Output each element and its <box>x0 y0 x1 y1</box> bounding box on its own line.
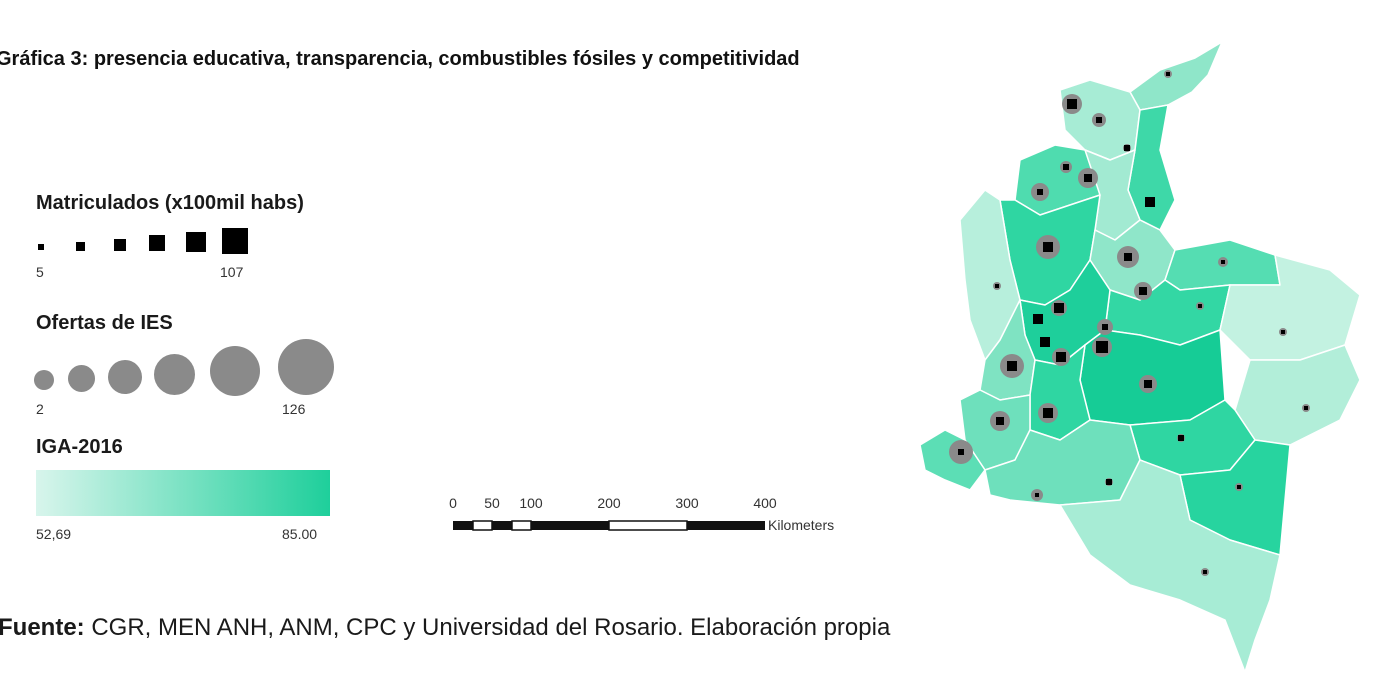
marker-enrolled <box>1198 304 1202 308</box>
legend-matriculados-title: Matriculados (x100mil habs) <box>36 192 304 214</box>
scale-tick-100: 100 <box>519 495 543 511</box>
scale-bar: 0 50 100 200 300 400 Kilometers <box>449 495 834 533</box>
legend-iga-min: 52,69 <box>36 526 72 542</box>
marker-enrolled <box>1096 117 1102 123</box>
marker-enrolled <box>1178 435 1184 441</box>
marker-enrolled <box>1144 380 1152 388</box>
legend-iga-gradient <box>36 470 330 516</box>
legend-square-5 <box>186 232 206 252</box>
marker-enrolled <box>1056 352 1066 362</box>
marker-enrolled <box>1237 485 1241 489</box>
scale-tick-300: 300 <box>675 495 699 511</box>
region-amazonas <box>1059 459 1281 673</box>
marker-enrolled <box>1084 174 1092 182</box>
scale-tick-200: 200 <box>597 495 621 511</box>
legend-square-2 <box>76 242 85 251</box>
marker-enrolled <box>1221 260 1225 264</box>
marker-enrolled <box>1203 570 1207 574</box>
region-caqueta <box>984 419 1141 506</box>
region-guainia <box>1234 344 1361 446</box>
region-la-guajira <box>1129 41 1223 111</box>
legend-square-6 <box>222 228 248 254</box>
marker-enrolled <box>1304 406 1308 410</box>
legend-circle-6 <box>278 339 334 395</box>
legend-matriculados-min: 5 <box>36 264 44 280</box>
legend-square-3 <box>114 239 126 251</box>
scale-tick-0: 0 <box>449 495 457 511</box>
legend-ofertas-max: 126 <box>282 401 306 417</box>
marker-enrolled <box>996 417 1004 425</box>
scale-unit: Kilometers <box>768 517 834 533</box>
colombia-map <box>919 41 1361 673</box>
marker-enrolled <box>1145 197 1155 207</box>
legend-circle-4 <box>154 354 195 395</box>
legend-iga-title: IGA-2016 <box>36 436 123 458</box>
marker-enrolled <box>1067 99 1077 109</box>
map-markers <box>949 70 1310 576</box>
marker-enrolled <box>1139 287 1147 295</box>
marker-enrolled <box>1124 145 1130 151</box>
marker-enrolled <box>1096 341 1108 353</box>
legend-circle-3 <box>108 360 142 394</box>
marker-enrolled <box>1033 314 1043 324</box>
source-note: Fuente: CGR, MEN ANH, ANM, CPC y Univers… <box>0 614 890 642</box>
marker-enrolled <box>1007 361 1017 371</box>
marker-enrolled <box>1043 408 1053 418</box>
marker-enrolled <box>1037 189 1043 195</box>
scale-tick-50: 50 <box>484 495 500 511</box>
legend-circle-2 <box>68 365 95 392</box>
marker-enrolled <box>1035 493 1039 497</box>
legend-square-4 <box>149 235 165 251</box>
marker-enrolled <box>1043 242 1053 252</box>
marker-enrolled <box>1124 253 1132 261</box>
legend-matriculados-max: 107 <box>220 264 244 280</box>
source-label: Fuente: <box>0 614 85 641</box>
marker-enrolled <box>1166 72 1170 76</box>
chart-title: Gráfica 3: presencia educativa, transpar… <box>0 48 800 70</box>
scale-tick-400: 400 <box>753 495 777 511</box>
marker-enrolled <box>1106 479 1112 485</box>
source-text: CGR, MEN ANH, ANM, CPC y Universidad del… <box>84 614 891 641</box>
legend-circle-1 <box>34 370 54 390</box>
marker-enrolled <box>1102 324 1108 330</box>
legend-square-1 <box>38 244 44 250</box>
legend-circle-5 <box>210 346 260 396</box>
legend-ofertas-title: Ofertas de IES <box>36 312 173 334</box>
marker-enrolled <box>1281 330 1285 334</box>
marker-enrolled <box>1054 303 1064 313</box>
legend-ofertas-min: 2 <box>36 401 44 417</box>
marker-enrolled <box>958 449 964 455</box>
legend-iga-max: 85.00 <box>282 526 318 542</box>
marker-enrolled <box>995 284 999 288</box>
marker-enrolled <box>1063 164 1069 170</box>
marker-enrolled <box>1040 337 1050 347</box>
